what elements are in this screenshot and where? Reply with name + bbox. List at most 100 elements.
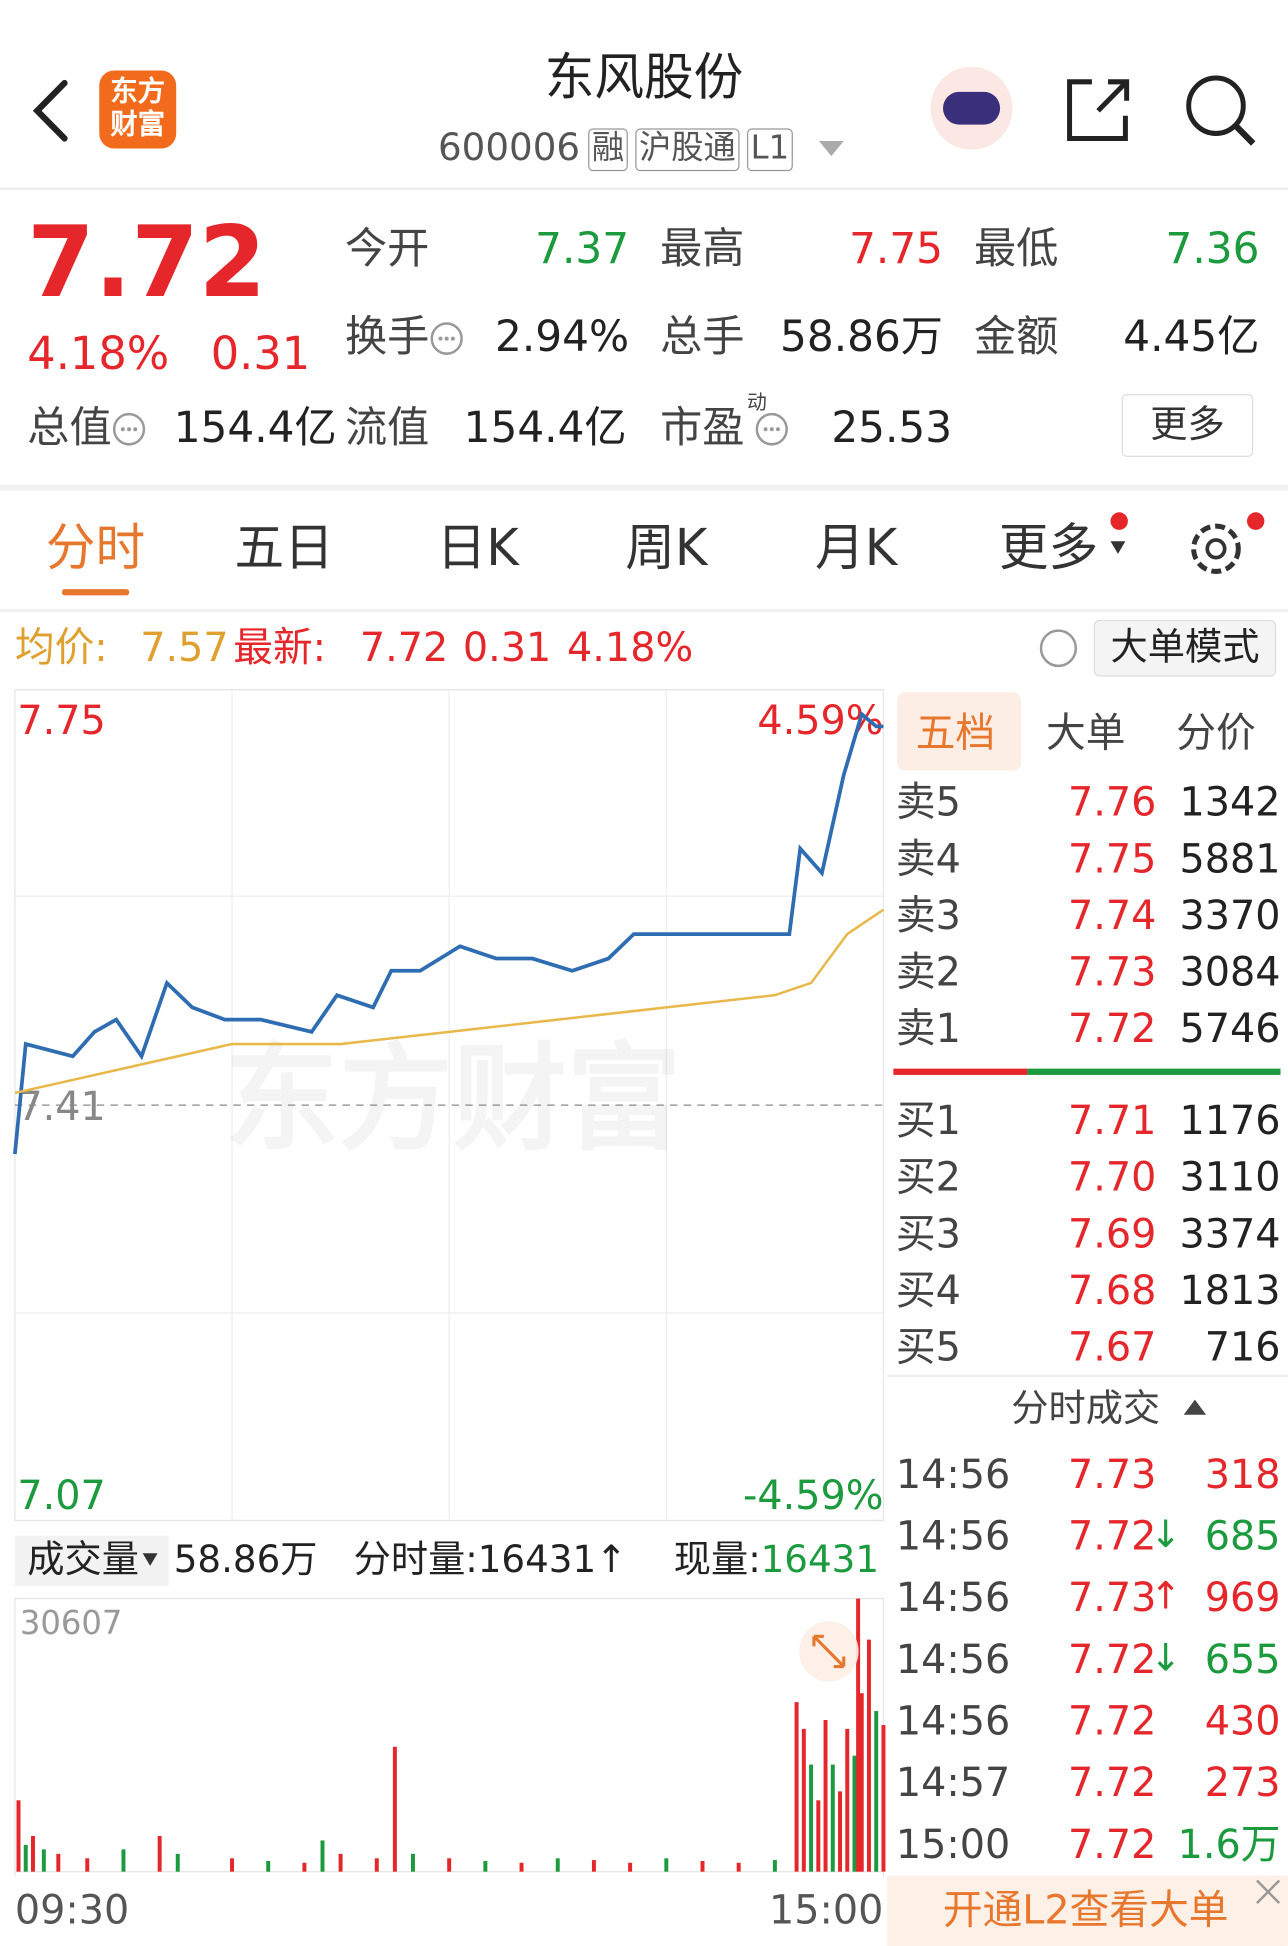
y-tick-label: 7.07 <box>17 1473 105 1519</box>
stock-name: 东风股份 <box>544 49 744 107</box>
tab[interactable]: 月K <box>815 519 898 578</box>
watermark: 东方财富 <box>225 1032 682 1167</box>
volume-bar <box>30 1835 35 1872</box>
mode-button-bg[interactable] <box>1093 619 1277 677</box>
volume-bar <box>85 1858 90 1872</box>
tab[interactable]: 五日 <box>234 519 334 578</box>
collapse-icon[interactable] <box>1183 1399 1207 1415</box>
volume-bar <box>852 1755 857 1872</box>
volume-total: 58.86万 <box>173 1538 318 1583</box>
info-change-pct: 4.18% <box>567 622 694 671</box>
book-volume: 3110 <box>1179 1152 1281 1201</box>
stat-label: 金额 <box>974 311 1059 362</box>
trade-volume: 1.6万 <box>1177 1819 1281 1868</box>
trade-time: 14:56 <box>895 1449 1011 1498</box>
tag: 融 <box>588 128 628 171</box>
tab[interactable]: 更多 <box>998 519 1099 578</box>
trade-arrow: ↓ <box>1150 1512 1182 1558</box>
volume-bar <box>772 1860 777 1872</box>
info-icon <box>112 412 146 446</box>
book-price: 7.75 <box>1068 834 1157 883</box>
stock-code: 600006 <box>438 125 581 170</box>
info-icon-dot <box>450 336 455 341</box>
volume-select-bg[interactable] <box>14 1535 169 1586</box>
x-tick-label: 15:00 <box>769 1887 883 1933</box>
stat-value: 2.94% <box>495 311 630 362</box>
change-pct: 4.18% <box>27 329 170 381</box>
close-icon[interactable] <box>1256 1879 1281 1905</box>
y-tick-label: 7.75 <box>17 698 105 744</box>
assistant-face <box>943 91 1001 125</box>
mode-button[interactable]: 大单模式 <box>1110 625 1260 670</box>
volume-bar <box>856 1598 861 1872</box>
volume-bar <box>700 1860 705 1872</box>
dropdown-icon[interactable] <box>818 140 844 157</box>
settings-icon-core <box>1205 538 1227 560</box>
stat-label: 最低 <box>974 223 1059 274</box>
book-price: 7.76 <box>1068 777 1157 826</box>
volume-bar <box>874 1711 879 1872</box>
trade-volume: 318 <box>1204 1449 1281 1498</box>
dropdown-icon <box>142 1553 158 1566</box>
volume-bar <box>230 1858 235 1872</box>
trade-time: 14:56 <box>895 1573 1011 1621</box>
help-icon[interactable] <box>1039 629 1078 668</box>
search-icon[interactable] <box>1186 75 1246 136</box>
book-label: 卖3 <box>895 890 961 939</box>
book-price: 7.70 <box>1068 1152 1157 1201</box>
dropdown-icon <box>1110 541 1126 554</box>
book-volume: 1342 <box>1179 777 1281 826</box>
tab[interactable]: 周K <box>625 519 708 578</box>
stat-value: 4.45亿 <box>1123 311 1260 362</box>
info-icon-dot <box>444 336 449 341</box>
volume-bar <box>859 1693 864 1872</box>
volume-bar <box>41 1849 46 1872</box>
volume-bar <box>266 1860 271 1872</box>
book-price: 7.72 <box>1068 1004 1157 1053</box>
volume-bar <box>555 1858 560 1872</box>
volume-bar <box>320 1840 325 1872</box>
volume-bar <box>157 1835 162 1872</box>
volume-bar <box>302 1862 307 1872</box>
book-price: 7.69 <box>1068 1209 1157 1258</box>
book-volume: 3084 <box>1179 947 1281 996</box>
book-label: 买2 <box>895 1152 961 1201</box>
book-tab[interactable]: 五档 <box>915 708 996 757</box>
volume-bar <box>881 1725 886 1872</box>
tab[interactable]: 日K <box>436 519 519 578</box>
volume-bar <box>845 1728 850 1872</box>
info-icon-dot <box>763 427 768 432</box>
back-icon[interactable] <box>32 79 68 142</box>
y2-tick-label: 4.59% <box>757 698 883 744</box>
more-button[interactable]: 更多 <box>1121 393 1254 457</box>
price: 7.72 <box>27 206 267 320</box>
ratio-bar-bid <box>1027 1068 1281 1075</box>
share-icon[interactable] <box>1067 79 1130 141</box>
volume-bar <box>794 1702 799 1872</box>
banner-bg[interactable] <box>887 1875 1288 1946</box>
tab[interactable]: 分时 <box>45 519 146 578</box>
stat-label: 最高 <box>660 223 745 274</box>
book-label: 卖4 <box>895 834 961 883</box>
stat-value: 7.75 <box>849 223 944 274</box>
trade-price: 7.72 <box>1068 1758 1157 1806</box>
info-latest-label: 最新: <box>233 622 327 671</box>
trade-volume: 655 <box>1204 1634 1281 1683</box>
y-tick-label: 7.41 <box>17 1084 105 1130</box>
info-icon-dot <box>769 427 774 432</box>
book-tab[interactable]: 分价 <box>1176 708 1256 757</box>
trade-price: 7.72 <box>1068 1511 1157 1560</box>
book-price: 7.73 <box>1068 947 1157 996</box>
book-tab[interactable]: 大单 <box>1045 708 1126 757</box>
volume-bar <box>121 1849 126 1872</box>
badge <box>1110 512 1128 530</box>
settings-icon[interactable] <box>1191 523 1241 574</box>
volume-bar <box>519 1862 524 1872</box>
banner-text[interactable]: 开通L2查看大单 <box>942 1885 1229 1934</box>
volume-bar <box>410 1853 415 1872</box>
now-label: 现量: <box>673 1538 761 1583</box>
search-handle <box>1233 123 1256 146</box>
stat-value: 7.36 <box>1165 223 1260 274</box>
volume-bar <box>801 1728 806 1872</box>
